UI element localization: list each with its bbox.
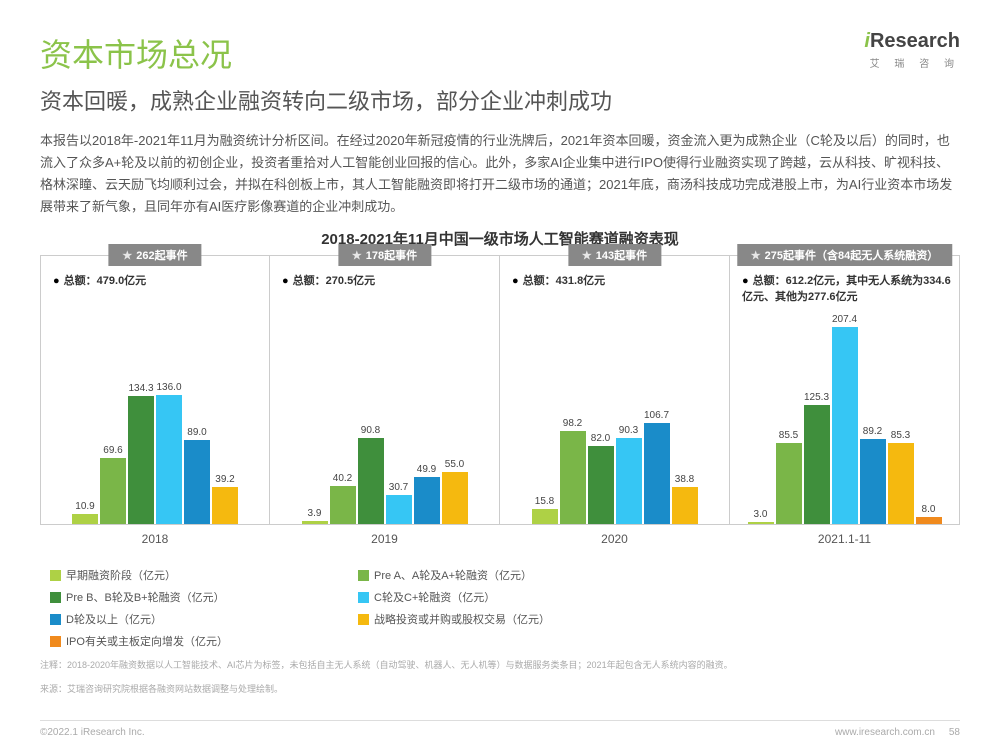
legend-swatch: [358, 614, 369, 625]
chart-panel: 143起事件●总额：431.8亿元15.898.282.090.3106.738…: [500, 255, 730, 525]
bar-value-label: 82.0: [591, 433, 610, 444]
bar-value-label: 40.2: [333, 473, 352, 484]
bar-value-label: 69.6: [103, 445, 122, 456]
chart-bar: 3.9: [302, 521, 328, 525]
chart-bar: 106.7: [644, 423, 670, 525]
chart-bar: 98.2: [560, 431, 586, 525]
legend-label: Pre A、A轮及A+轮融资（亿元）: [374, 567, 532, 583]
legend-swatch: [50, 636, 61, 647]
bar-value-label: 85.5: [779, 430, 798, 441]
legend-label: Pre B、B轮及B+轮融资（亿元）: [66, 589, 225, 605]
legend-item: D轮及以上（亿元）: [50, 611, 340, 627]
bar-value-label: 3.0: [754, 509, 768, 520]
chart-panel: 275起事件（含84起无人系统融资）●总额：612.2亿元，其中无人系统为334…: [730, 255, 960, 525]
bar-value-label: 38.8: [675, 474, 694, 485]
event-count-tag: 275起事件（含84起无人系统融资）: [737, 244, 952, 266]
body-paragraph: 本报告以2018年-2021年11月为融资统计分析区间。在经过2020年新冠疫情…: [40, 130, 960, 218]
bar-value-label: 3.9: [308, 508, 322, 519]
bar-value-label: 30.7: [389, 482, 408, 493]
bar-value-label: 89.2: [863, 426, 882, 437]
page-footer: ©2022.1 iResearch Inc. www.iresearch.com…: [40, 720, 960, 738]
bar-value-label: 39.2: [215, 474, 234, 485]
chart-bar: 85.3: [888, 443, 914, 524]
chart-legend: 早期融资阶段（亿元） Pre A、A轮及A+轮融资（亿元） Pre B、B轮及B+轮…: [40, 567, 960, 649]
chart-bar: 40.2: [330, 486, 356, 524]
page-subtitle: 资本回暖，成熟企业融资转向二级市场，部分企业冲刺成功: [40, 84, 960, 116]
legend-label: C轮及C+轮融资（亿元）: [374, 589, 495, 605]
chart-bar: 134.3: [128, 396, 154, 524]
chart-bar: 49.9: [414, 477, 440, 525]
chart-bar: 15.8: [532, 509, 558, 524]
total-amount-label: ●总额：612.2亿元，其中无人系统为334.6亿元、其他为277.6亿元: [742, 274, 951, 305]
copyright: ©2022.1 iResearch Inc.: [40, 727, 145, 738]
x-axis-label: 2020: [500, 532, 729, 546]
legend-label: IPO有关或主板定向增发（亿元）: [66, 633, 228, 649]
x-axis-label: 2018: [41, 532, 269, 546]
chart-bar: 39.2: [212, 487, 238, 524]
bar-value-label: 49.9: [417, 464, 436, 475]
chart-bar: 125.3: [804, 405, 830, 524]
total-amount-label: ●总额：479.0亿元: [53, 274, 261, 289]
legend-item: 战略投资或并购或股权交易（亿元）: [358, 611, 648, 627]
chart-bar: 10.9: [72, 514, 98, 524]
bar-value-label: 8.0: [922, 504, 936, 515]
chart-bar: 207.4: [832, 327, 858, 525]
bar-value-label: 10.9: [75, 501, 94, 512]
legend-item: IPO有关或主板定向增发（亿元）: [50, 633, 340, 649]
bar-value-label: 136.0: [156, 382, 181, 393]
bar-value-label: 125.3: [804, 392, 829, 403]
legend-item: Pre A、A轮及A+轮融资（亿元）: [358, 567, 648, 583]
bar-value-label: 134.3: [128, 383, 153, 394]
legend-label: D轮及以上（亿元）: [66, 611, 162, 627]
bar-value-label: 90.8: [361, 425, 380, 436]
bar-value-label: 55.0: [445, 459, 464, 470]
bar-value-label: 89.0: [187, 427, 206, 438]
bar-value-label: 98.2: [563, 418, 582, 429]
chart-bar: 82.0: [588, 446, 614, 524]
chart-bar: 89.2: [860, 439, 886, 524]
chart-bar: 55.0: [442, 472, 468, 524]
brand-logo: iResearch 艾 瑞 咨 询: [864, 30, 960, 70]
chart-bar: 85.5: [776, 443, 802, 524]
chart-bar: 30.7: [386, 495, 412, 524]
footer-url: www.iresearch.com.cn: [835, 727, 935, 738]
chart-bar: 38.8: [672, 487, 698, 524]
event-count-tag: 143起事件: [568, 244, 661, 266]
legend-swatch: [358, 570, 369, 581]
event-count-tag: 178起事件: [338, 244, 431, 266]
funding-chart: 262起事件●总额：479.0亿元10.969.6134.3136.089.03…: [40, 255, 960, 555]
chart-panel: 178起事件●总额：270.5亿元3.940.290.830.749.955.0…: [270, 255, 500, 525]
chart-panel: 262起事件●总额：479.0亿元10.969.6134.3136.089.03…: [40, 255, 270, 525]
legend-label: 早期融资阶段（亿元）: [66, 567, 176, 583]
legend-swatch: [50, 592, 61, 603]
bar-value-label: 90.3: [619, 425, 638, 436]
chart-bar: 69.6: [100, 458, 126, 524]
legend-swatch: [50, 570, 61, 581]
legend-item: 早期融资阶段（亿元）: [50, 567, 340, 583]
legend-item: Pre B、B轮及B+轮融资（亿元）: [50, 589, 340, 605]
x-axis-label: 2019: [270, 532, 499, 546]
page-number: 58: [949, 727, 960, 738]
bar-value-label: 207.4: [832, 314, 857, 325]
total-amount-label: ●总额：270.5亿元: [282, 274, 491, 289]
chart-bar: 90.8: [358, 438, 384, 524]
bar-value-label: 85.3: [891, 430, 910, 441]
chart-bar: 89.0: [184, 440, 210, 525]
footnote-note: 注释：2018-2020年融资数据以人工智能技术、AI芯片为标签，未包括自主无人…: [40, 659, 960, 673]
chart-bar: 136.0: [156, 395, 182, 525]
legend-swatch: [50, 614, 61, 625]
page-title: 资本市场总况: [40, 30, 960, 76]
chart-bar: 3.0: [748, 522, 774, 525]
footnote-source: 来源：艾瑞咨询研究院根据各融资网站数据调整与处理绘制。: [40, 683, 960, 697]
legend-label: 战略投资或并购或股权交易（亿元）: [374, 611, 550, 627]
total-amount-label: ●总额：431.8亿元: [512, 274, 721, 289]
bar-value-label: 106.7: [644, 410, 669, 421]
event-count-tag: 262起事件: [108, 244, 201, 266]
bar-value-label: 15.8: [535, 496, 554, 507]
legend-item: C轮及C+轮融资（亿元）: [358, 589, 648, 605]
chart-bar: 8.0: [916, 517, 942, 525]
chart-bar: 90.3: [616, 438, 642, 524]
legend-swatch: [358, 592, 369, 603]
x-axis-label: 2021.1-11: [730, 532, 959, 546]
